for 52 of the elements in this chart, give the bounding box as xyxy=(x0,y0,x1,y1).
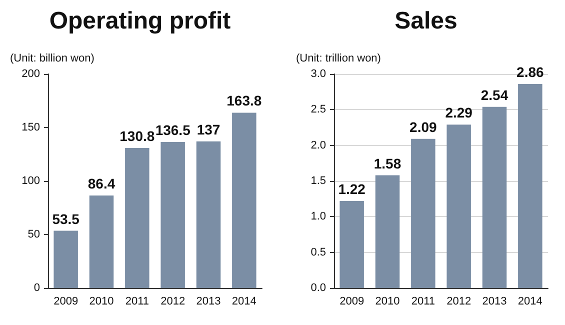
bar xyxy=(196,141,221,288)
y-tick-label: 2.5 xyxy=(310,104,326,116)
bar xyxy=(375,175,400,288)
x-tick-label: 2013 xyxy=(196,296,221,308)
bar xyxy=(232,112,256,288)
data-label: 137 xyxy=(196,121,220,138)
data-label: 2.54 xyxy=(480,86,508,103)
y-tick-label: 50 xyxy=(28,228,40,240)
data-label: 163.8 xyxy=(226,92,262,109)
y-tick-label: 0.0 xyxy=(310,282,326,294)
data-label: 2.09 xyxy=(410,118,438,135)
bar xyxy=(54,230,78,288)
y-tick-label: 3.0 xyxy=(310,68,326,80)
y-tick-label: 150 xyxy=(22,122,40,134)
data-label: 86.4 xyxy=(88,176,116,192)
data-label: 130.8 xyxy=(120,128,155,144)
data-label: 2.29 xyxy=(445,104,473,121)
data-label: 136.5 xyxy=(155,122,191,138)
chart-title: Sales xyxy=(394,8,458,34)
x-tick-label: 2011 xyxy=(125,296,149,308)
data-label: 2.86 xyxy=(516,64,544,80)
bar xyxy=(125,148,150,288)
bar xyxy=(160,142,185,288)
data-label: 53.5 xyxy=(52,210,80,227)
y-axis-title: (Unit: trillion won) xyxy=(296,52,381,64)
x-tick-label: 2010 xyxy=(375,296,400,308)
x-tick-label: 2013 xyxy=(482,296,507,308)
bar xyxy=(482,106,507,288)
bar xyxy=(340,200,364,288)
x-tick-label: 2009 xyxy=(340,296,364,308)
x-tick-label: 2012 xyxy=(160,296,186,308)
x-tick-label: 2010 xyxy=(89,296,114,308)
data-label: 1.58 xyxy=(374,155,402,172)
bar xyxy=(411,138,436,288)
y-tick-label: 100 xyxy=(22,175,40,187)
x-tick-label: 2014 xyxy=(232,296,256,308)
bar xyxy=(518,84,542,288)
data-label: 1.22 xyxy=(338,180,366,197)
y-tick-label: 2.0 xyxy=(310,139,326,152)
bar xyxy=(89,196,114,288)
x-tick-label: 2009 xyxy=(54,296,78,308)
bar xyxy=(446,124,471,288)
x-tick-label: 2011 xyxy=(411,296,435,308)
y-tick-label: 1.0 xyxy=(310,210,326,223)
x-tick-label: 2012 xyxy=(446,296,472,308)
y-tick-label: 1.5 xyxy=(310,175,326,187)
chart-title: Operating profit xyxy=(49,8,231,34)
y-tick-label: 0 xyxy=(34,282,40,294)
y-tick-label: 200 xyxy=(22,68,40,80)
y-axis-title: (Unit: billion won) xyxy=(10,52,94,64)
y-tick-label: 0.5 xyxy=(310,246,326,258)
x-tick-label: 2014 xyxy=(518,296,542,308)
